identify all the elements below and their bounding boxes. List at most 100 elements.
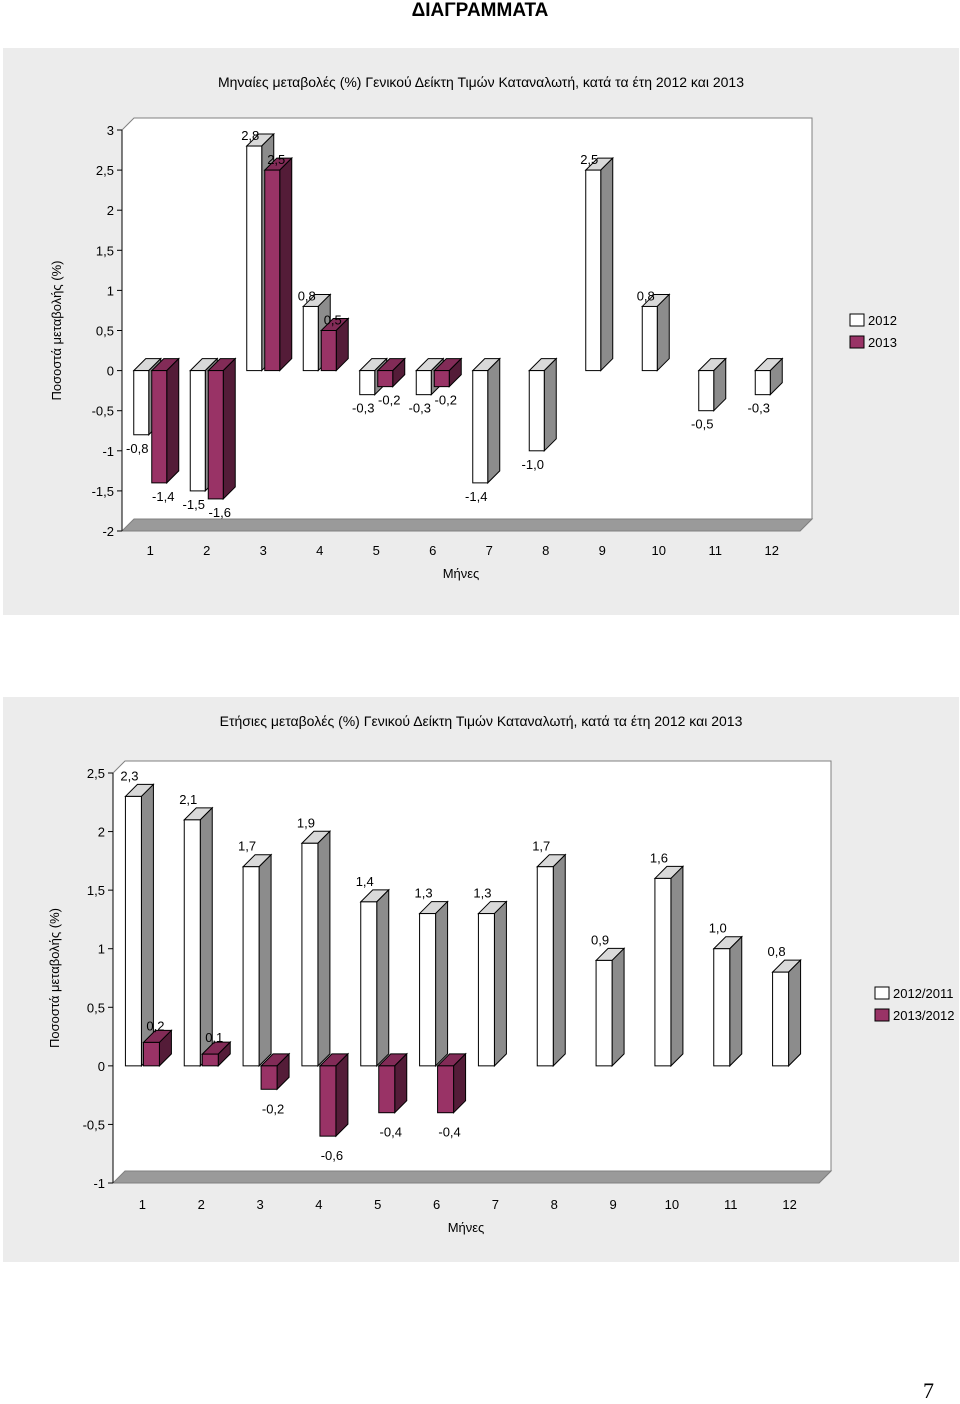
bar-front xyxy=(754,370,771,396)
data-label: 0,1 xyxy=(205,1030,223,1045)
bar-front xyxy=(246,145,263,372)
legend-label: 2012/2011 xyxy=(893,986,954,1001)
y-tick-label: 0 xyxy=(107,364,114,379)
data-label: 2,3 xyxy=(120,768,138,783)
x-tick-label: 11 xyxy=(724,1197,738,1212)
x-tick-label: 1 xyxy=(147,543,154,558)
bar-front xyxy=(654,877,672,1067)
bar-front xyxy=(207,370,224,500)
bar xyxy=(263,156,293,372)
data-label: 1,6 xyxy=(650,850,668,865)
data-label: -0,3 xyxy=(748,401,770,416)
bar xyxy=(201,1040,232,1068)
bar-front xyxy=(585,169,602,372)
x-tick-label: 7 xyxy=(492,1197,499,1212)
legend: 2012 2013 xyxy=(849,313,897,350)
data-label: 2,1 xyxy=(179,792,197,807)
y-tick-label: 1,5 xyxy=(87,883,105,898)
legend-label: 2013/2012 xyxy=(893,1008,954,1023)
bar-front xyxy=(641,305,658,372)
data-label: 0,8 xyxy=(298,288,316,303)
y-tick-label: -0,5 xyxy=(83,1117,105,1132)
y-tick-label: 3 xyxy=(107,123,114,138)
plot-floor xyxy=(111,1170,833,1184)
bar xyxy=(142,1029,173,1068)
data-label: 1,3 xyxy=(473,886,491,901)
data-label: 0,2 xyxy=(146,1018,164,1033)
bar xyxy=(584,156,614,372)
x-tick-label: 3 xyxy=(256,1197,263,1212)
bar-side xyxy=(611,947,625,1068)
bar-front xyxy=(595,959,613,1067)
bar xyxy=(536,853,567,1068)
bar xyxy=(471,357,501,485)
x-tick-label: 5 xyxy=(374,1197,381,1212)
y-tick-label: 0,5 xyxy=(87,1000,105,1015)
data-label: 0,8 xyxy=(768,944,786,959)
bar-front xyxy=(472,370,489,484)
bar-side xyxy=(376,888,390,1068)
data-label: 1,9 xyxy=(297,815,315,830)
annual-change-chart: Ετήσιες μεταβολές (%) Γενικού Δείκτη Τιμ… xyxy=(3,697,959,1262)
bar-side xyxy=(199,806,213,1068)
bar-front xyxy=(183,819,201,1067)
bar-front xyxy=(433,370,450,388)
bar-front xyxy=(698,370,715,412)
bar-side xyxy=(435,900,449,1068)
bar-side xyxy=(493,900,507,1068)
bar xyxy=(436,1052,467,1114)
data-label: 0,9 xyxy=(591,932,609,947)
bar-side xyxy=(552,853,566,1068)
bar-front xyxy=(319,1065,337,1137)
bar-side xyxy=(788,958,802,1068)
bar-front xyxy=(359,370,376,396)
bar-front xyxy=(260,1065,278,1090)
bar-front xyxy=(477,913,495,1067)
data-label: 1,0 xyxy=(709,921,727,936)
x-axis-title: Μήνες xyxy=(443,566,480,581)
bar-front xyxy=(772,971,790,1067)
data-label: 0,5 xyxy=(324,313,342,328)
y-tick-label: -0,5 xyxy=(92,404,114,419)
bar-front xyxy=(189,370,206,492)
bar xyxy=(641,293,671,372)
x-tick-label: 12 xyxy=(782,1197,796,1212)
y-tick-label: 2 xyxy=(98,825,105,840)
x-tick-label: 2 xyxy=(198,1197,205,1212)
x-tick-label: 1 xyxy=(139,1197,146,1212)
bar xyxy=(594,947,626,1068)
x-tick-label: 6 xyxy=(429,543,436,558)
bar xyxy=(207,357,237,501)
bar-side xyxy=(317,830,331,1068)
y-tick-label: 2,5 xyxy=(87,766,105,781)
data-label: 2,5 xyxy=(267,152,285,167)
bar xyxy=(433,357,463,388)
y-tick-label: -1,5 xyxy=(92,484,114,499)
bar-front xyxy=(124,795,142,1067)
bar xyxy=(418,900,449,1068)
legend-swatch xyxy=(874,986,890,1000)
bar xyxy=(318,1052,350,1138)
x-tick-label: 9 xyxy=(609,1197,616,1212)
bar-front xyxy=(360,901,378,1067)
x-tick-label: 9 xyxy=(599,543,606,558)
data-label: -0,6 xyxy=(321,1148,343,1163)
y-tick-label: -2 xyxy=(102,524,114,539)
x-tick-label: 8 xyxy=(542,543,549,558)
legend-swatch xyxy=(874,1008,890,1022)
bar xyxy=(259,1052,291,1091)
data-label: -0,4 xyxy=(380,1125,402,1140)
y-axis-title: Ποσοστά μεταβολής (%) xyxy=(49,260,64,400)
page-heading: ΔΙΑΓΡΑΜΜΑΤΑ xyxy=(411,0,549,21)
data-label: -0,2 xyxy=(262,1101,284,1116)
bar xyxy=(477,900,508,1068)
bar-front xyxy=(242,866,260,1067)
plot-floor xyxy=(120,518,814,532)
bar-front xyxy=(378,1065,396,1114)
y-tick-label: 2,5 xyxy=(96,163,114,178)
data-label: -1,0 xyxy=(522,457,544,472)
legend-swatch xyxy=(849,313,865,327)
bar-front xyxy=(320,330,337,372)
annual-change-plot: 2,5 2 1,5 1 0,5 0 -0,5 -1 Ποσοστά μεταβολής (%) 1… xyxy=(47,760,954,1235)
x-tick-label: 6 xyxy=(433,1197,440,1212)
